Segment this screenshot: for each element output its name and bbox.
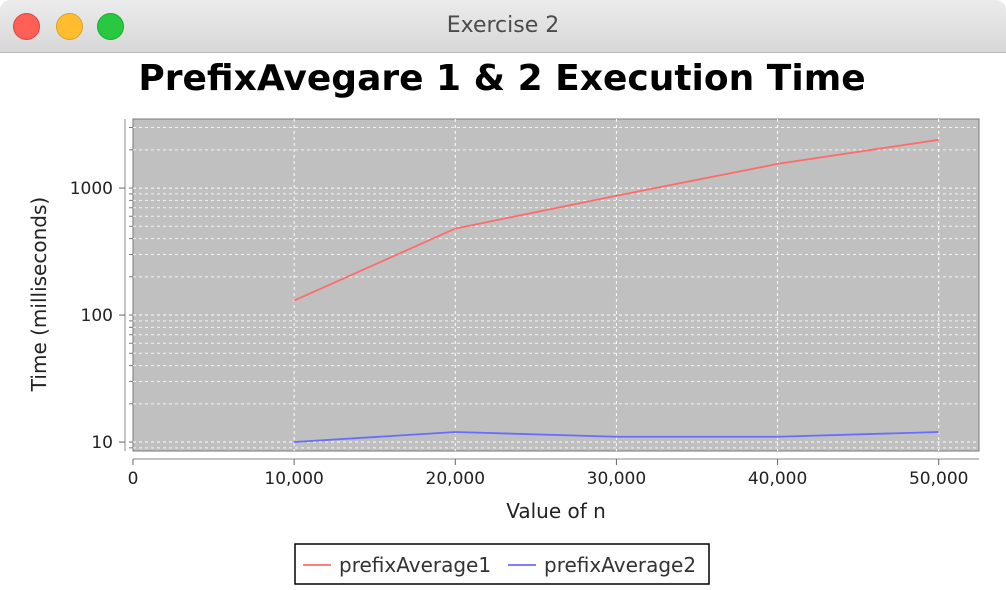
tick-labels: 10 100 1000 0 10,000 20,000 30,000 40,000 50,000	[70, 179, 969, 489]
gridlines	[133, 119, 979, 451]
legend-box	[294, 543, 710, 585]
close-window-button[interactable]	[13, 13, 40, 40]
x-tick-label: 0	[128, 469, 139, 489]
y-tick-label: 1000	[70, 179, 113, 199]
y-tick-label: 100	[81, 306, 113, 326]
window-title: Exercise 2	[446, 13, 560, 38]
chart-title: PrefixAvegare 1 & 2 Execution Time	[138, 58, 865, 99]
y-axis-label: Time (milliseconds)	[27, 197, 51, 392]
legend-label-prefixaverage2: prefixAverage2	[544, 553, 696, 577]
series-line-prefixaverage1	[293, 138, 939, 302]
x-axis-label: Value of n	[506, 499, 606, 523]
x-tick-label: 30,000	[587, 469, 646, 489]
zoom-window-button[interactable]	[97, 13, 124, 40]
plot-area	[132, 118, 980, 452]
legend: prefixAverage1 prefixAverage2	[294, 543, 710, 585]
x-tick-label: 10,000	[264, 469, 323, 489]
series-line-prefixaverage2	[294, 431, 939, 443]
legend-label-prefixaverage1: prefixAverage1	[339, 553, 491, 577]
line-chart: PrefixAvegare 1 & 2 Execution Time 10 100…	[27, 58, 980, 585]
series-lines	[293, 138, 939, 443]
x-tick-label: 50,000	[909, 469, 968, 489]
y-tick-label: 10	[91, 433, 113, 453]
minimize-window-button[interactable]	[56, 13, 83, 40]
x-tick-label: 20,000	[426, 469, 485, 489]
title-bar: Exercise 2	[0, 0, 1006, 53]
x-tick-label: 40,000	[748, 469, 807, 489]
axes	[119, 119, 979, 465]
